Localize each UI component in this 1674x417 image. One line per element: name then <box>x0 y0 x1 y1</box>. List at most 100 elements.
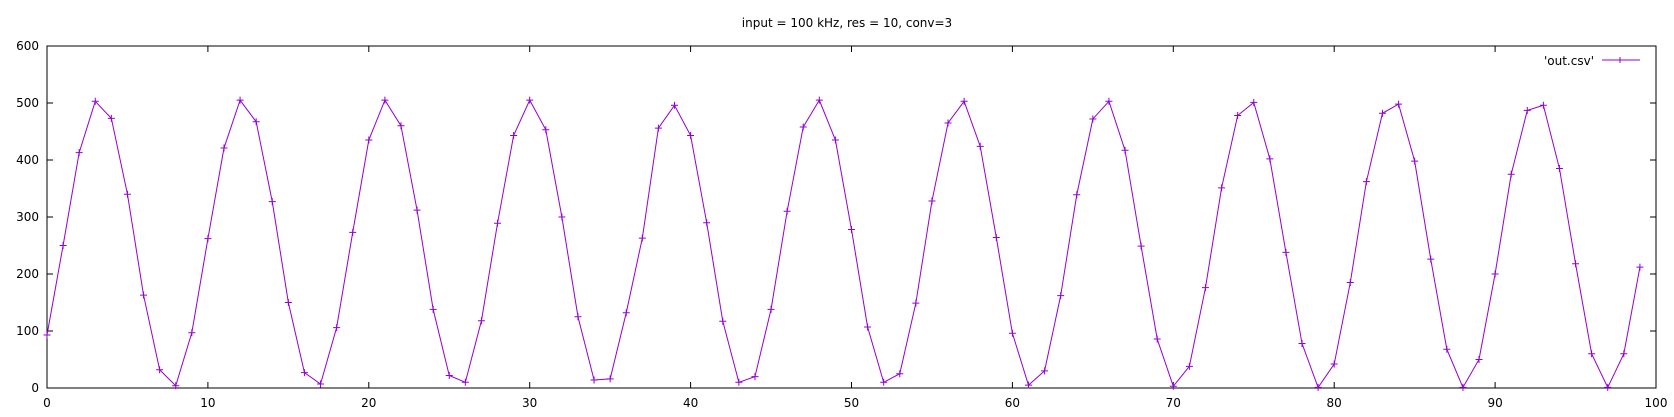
data-point <box>976 142 984 150</box>
data-point <box>783 207 791 215</box>
data-point <box>671 101 679 109</box>
x-tick-label: 30 <box>522 396 537 410</box>
data-point <box>1024 381 1032 389</box>
data-point <box>944 119 952 127</box>
data-point <box>1314 383 1322 391</box>
data-point <box>252 118 260 126</box>
series-layer <box>43 96 1644 391</box>
legend-label: 'out.csv' <box>1544 54 1594 68</box>
data-point <box>397 122 405 130</box>
data-point <box>1346 279 1354 287</box>
data-point <box>365 136 373 144</box>
y-tick-label: 300 <box>16 210 39 224</box>
data-point <box>1153 335 1161 343</box>
x-tick-label: 40 <box>683 396 698 410</box>
data-point <box>91 97 99 105</box>
data-point <box>1475 356 1483 363</box>
data-point <box>59 242 67 249</box>
data-point <box>1507 170 1515 178</box>
data-point <box>992 234 1000 242</box>
data-point <box>284 299 292 306</box>
data-point <box>1459 383 1467 391</box>
data-point <box>510 131 518 139</box>
data-point <box>960 97 968 105</box>
data-point <box>1105 97 1113 105</box>
data-point <box>1588 350 1596 358</box>
data-point <box>687 131 695 139</box>
data-point <box>1137 242 1145 250</box>
data-point <box>526 96 534 104</box>
data-point <box>1636 263 1644 271</box>
data-point <box>140 291 148 299</box>
data-point <box>188 329 196 337</box>
data-point <box>1121 146 1129 154</box>
data-point <box>1411 157 1419 165</box>
data-point <box>751 373 759 381</box>
data-point <box>880 378 888 386</box>
data-point <box>848 226 855 234</box>
data-point <box>864 323 872 331</box>
data-point <box>1073 191 1081 199</box>
data-point <box>654 124 662 132</box>
data-point <box>799 123 807 131</box>
data-point <box>815 96 823 104</box>
legend-marker-sample <box>1617 57 1623 63</box>
data-point <box>204 235 212 243</box>
data-point <box>75 149 83 157</box>
y-tick-label: 400 <box>16 153 39 167</box>
series-line <box>46 99 1641 389</box>
axes: 0 10 20 30 40 50 60 70 80 90 100 0 100 200 300 400 500 60… <box>16 39 1667 410</box>
data-point <box>1282 248 1290 256</box>
data-point <box>574 313 582 321</box>
y-tick-label: 100 <box>16 324 39 338</box>
data-point <box>1443 345 1451 353</box>
data-point <box>1185 362 1193 370</box>
data-point <box>1041 367 1049 375</box>
data-point <box>123 190 131 198</box>
data-point <box>1620 350 1628 358</box>
data-point <box>1218 184 1226 192</box>
x-tick-label: 50 <box>844 396 859 410</box>
data-point <box>1395 100 1403 108</box>
data-point <box>638 234 646 242</box>
legend: 'out.csv' <box>1544 54 1640 68</box>
data-point <box>333 324 341 332</box>
data-point <box>1427 255 1435 263</box>
x-tick-label: 90 <box>1487 396 1502 410</box>
data-point <box>381 96 389 104</box>
y-tick-label: 0 <box>31 381 39 395</box>
data-point <box>317 380 325 388</box>
data-point <box>445 371 453 379</box>
data-point <box>1604 383 1612 391</box>
data-point <box>1201 284 1209 292</box>
data-point <box>1250 98 1258 106</box>
data-point <box>1491 270 1499 278</box>
data-point <box>542 126 550 134</box>
data-point <box>1555 165 1563 173</box>
data-point <box>735 378 743 386</box>
y-tick-label: 600 <box>16 39 39 53</box>
data-point <box>896 370 904 378</box>
x-tick-label: 70 <box>1166 396 1181 410</box>
data-point <box>477 317 485 325</box>
data-point <box>172 382 180 390</box>
data-point <box>1378 109 1386 117</box>
data-point <box>236 96 244 104</box>
data-point <box>300 369 308 377</box>
data-point <box>461 378 469 386</box>
data-point <box>220 144 228 152</box>
data-point <box>622 309 630 317</box>
plot-border <box>46 45 1657 389</box>
x-tick-label: 80 <box>1327 396 1342 410</box>
data-point <box>429 305 437 313</box>
data-point <box>156 366 164 374</box>
data-point <box>1008 329 1016 337</box>
data-point <box>719 317 727 325</box>
data-point <box>1362 178 1370 186</box>
data-point <box>606 375 614 383</box>
x-tick-label: 10 <box>200 396 215 410</box>
chart-title: input = 100 kHz, res = 10, conv=3 <box>742 16 952 30</box>
data-point <box>767 305 775 313</box>
data-point <box>831 136 839 144</box>
data-point <box>494 219 502 227</box>
